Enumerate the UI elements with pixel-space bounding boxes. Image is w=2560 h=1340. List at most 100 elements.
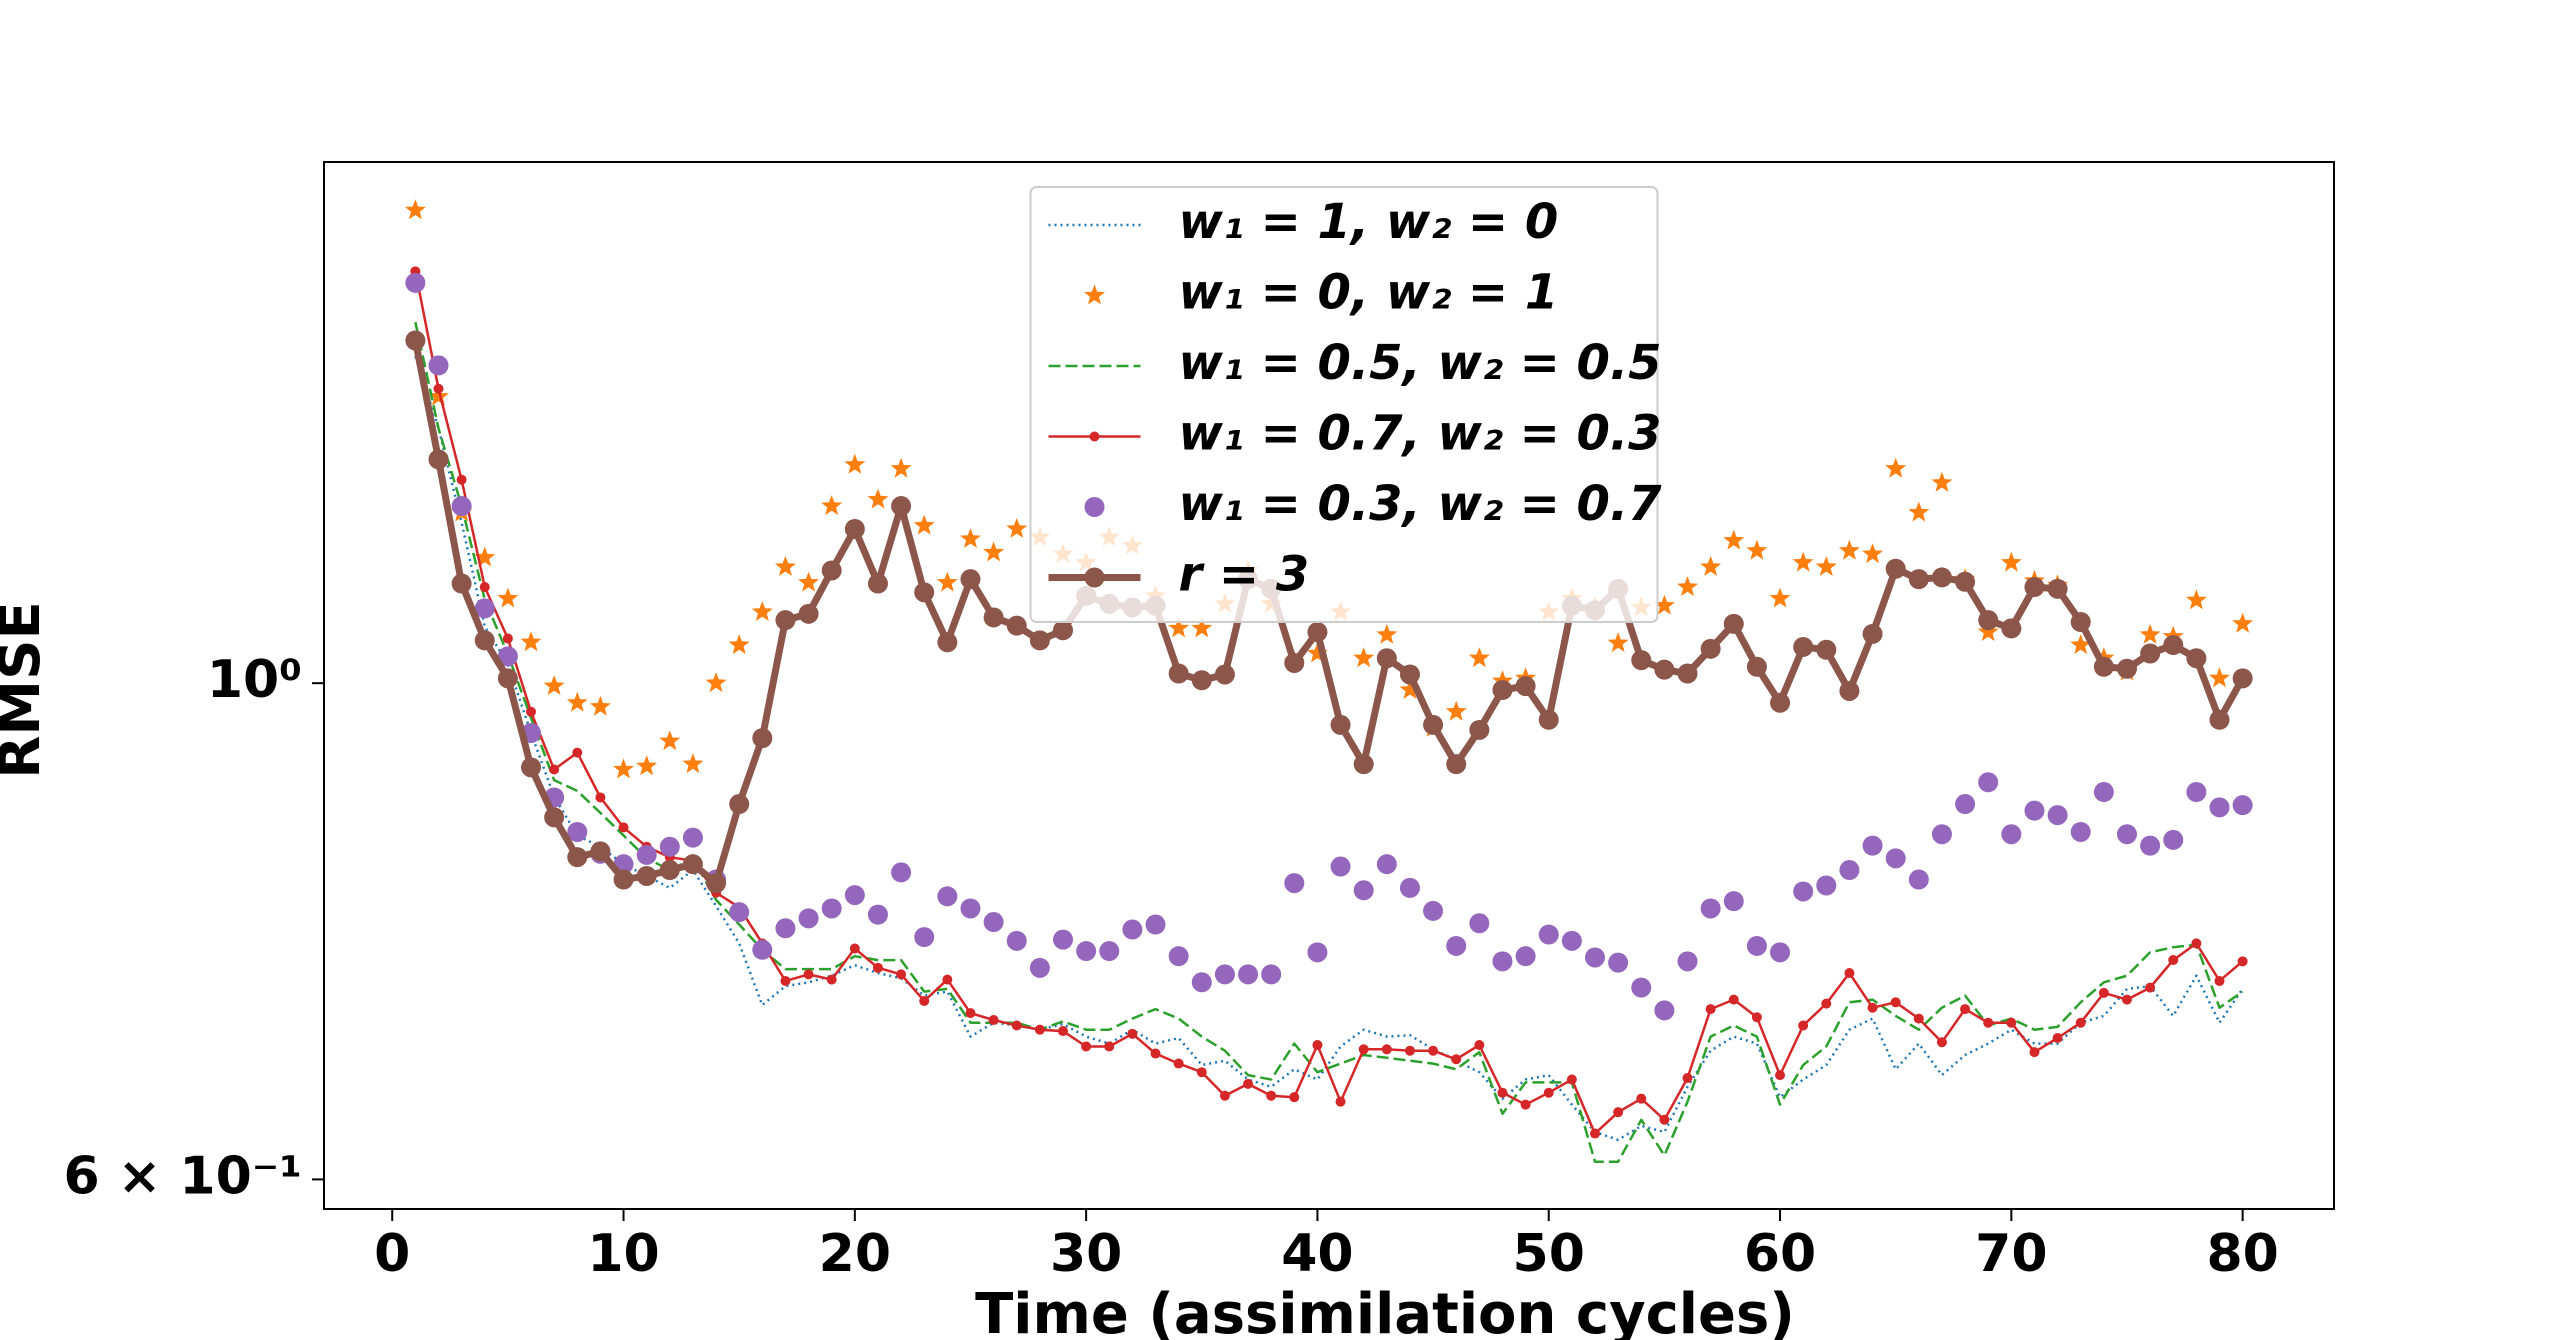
dot-marker xyxy=(1793,881,1814,902)
dot-marker xyxy=(780,975,791,986)
x-tick-label: 70 xyxy=(1975,1224,2047,1284)
star-marker xyxy=(1607,632,1629,653)
dot-marker xyxy=(2047,578,2068,599)
star-marker xyxy=(659,730,681,751)
dot-marker xyxy=(1358,1044,1369,1055)
dot-marker xyxy=(1168,946,1189,967)
star-marker xyxy=(2139,623,2161,644)
star-marker xyxy=(1307,642,1328,663)
dot-marker xyxy=(1515,946,1536,967)
star-marker xyxy=(1353,647,1375,668)
star-marker xyxy=(960,528,981,548)
dot-marker xyxy=(2186,648,2207,669)
dot-marker xyxy=(2052,1033,2063,1044)
x-tick-label: 50 xyxy=(1513,1224,1585,1284)
dot-marker xyxy=(844,518,865,539)
dot-marker xyxy=(1816,639,1837,660)
dot-marker xyxy=(659,860,680,881)
star-marker xyxy=(1792,551,1814,572)
dot-marker xyxy=(867,904,888,925)
dot-marker xyxy=(1862,623,1883,644)
star-marker xyxy=(1399,679,1421,699)
star-marker xyxy=(520,631,542,652)
star-marker xyxy=(1769,587,1791,608)
dot-marker xyxy=(1446,935,1467,956)
dot-marker xyxy=(502,633,513,644)
star-marker xyxy=(1908,501,1930,522)
dot-marker xyxy=(2140,835,2161,856)
dot-marker xyxy=(914,927,935,948)
dot-marker xyxy=(1770,692,1791,713)
star-marker xyxy=(821,495,843,515)
dot-marker xyxy=(1261,964,1282,985)
dot-marker xyxy=(1700,898,1721,919)
dot-marker xyxy=(428,355,449,376)
dot-marker xyxy=(896,969,907,980)
dot-marker xyxy=(983,607,1004,628)
dot-marker xyxy=(659,836,680,857)
dot-marker xyxy=(567,847,588,868)
dot-marker xyxy=(2098,987,2109,998)
y-tick-label: 10⁰ xyxy=(207,650,302,710)
star-marker xyxy=(428,385,449,406)
dot-marker xyxy=(1469,719,1490,740)
series xyxy=(414,321,2244,1164)
dot-marker xyxy=(451,496,472,517)
star-marker xyxy=(1168,617,1190,638)
dot-marker xyxy=(1746,656,1767,677)
dot-marker xyxy=(960,569,981,590)
dot-marker xyxy=(1566,1074,1577,1085)
dot-marker xyxy=(595,792,606,803)
dot-marker xyxy=(2070,821,2091,842)
dot-marker xyxy=(1492,951,1513,972)
legend-label: r = 3 xyxy=(1179,547,1310,603)
dot-marker xyxy=(2232,668,2253,689)
dot-marker xyxy=(1006,615,1027,636)
dot-marker xyxy=(1608,952,1629,973)
dot-marker xyxy=(1053,620,1074,641)
dot-marker xyxy=(2001,824,2022,845)
dot-marker xyxy=(1127,1028,1138,1039)
star-marker xyxy=(682,753,704,774)
legend-label: w₁ = 0.3, w₂ = 0.7 xyxy=(1179,476,1663,532)
x-tick-label: 40 xyxy=(1281,1224,1353,1284)
dot-marker xyxy=(549,764,560,775)
dot-marker xyxy=(1584,947,1605,968)
star-marker xyxy=(751,601,773,621)
dot-marker xyxy=(1793,636,1814,657)
dot-marker xyxy=(803,969,814,980)
dot-marker xyxy=(1613,1107,1624,1118)
dot-marker xyxy=(1561,930,1582,951)
dot-marker xyxy=(544,807,565,828)
dot-marker xyxy=(891,862,912,883)
series xyxy=(405,272,2253,1021)
star-marker xyxy=(636,755,658,776)
x-axis-label: Time (assimilation cycles) xyxy=(975,1282,1795,1340)
dot-marker xyxy=(1654,659,1675,680)
star-marker xyxy=(913,514,935,535)
dot-marker xyxy=(497,668,518,689)
legend-box xyxy=(1029,186,1659,623)
legend: w₁ = 1, w₂ = 0 w₁ = 0, w₂ = 1 w₁ = 0.5, w₂… xyxy=(1029,186,1663,623)
dot-marker xyxy=(1682,1073,1693,1084)
star-marker xyxy=(1885,457,1907,478)
dot-marker xyxy=(1376,648,1397,669)
dot-marker xyxy=(2214,975,2225,986)
dot-marker xyxy=(567,821,588,842)
star-marker xyxy=(705,672,727,693)
dot-marker xyxy=(1076,941,1097,962)
star-marker xyxy=(798,571,819,592)
star-marker xyxy=(613,758,634,779)
dot-marker xyxy=(1821,998,1832,1009)
dot-marker xyxy=(1173,1058,1184,1069)
dot-marker xyxy=(775,918,796,939)
x-tick-label: 20 xyxy=(819,1224,891,1284)
dot-marker xyxy=(919,995,930,1006)
dot-marker xyxy=(526,706,537,717)
dot-marker xyxy=(1913,1013,1924,1024)
dot-marker xyxy=(474,598,495,619)
dot-marker xyxy=(1330,714,1351,735)
dot-marker xyxy=(1978,610,1999,631)
dot-marker xyxy=(1191,972,1212,993)
